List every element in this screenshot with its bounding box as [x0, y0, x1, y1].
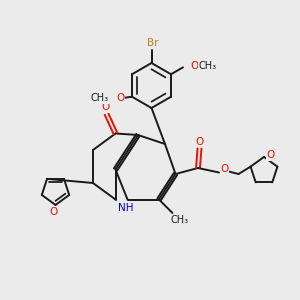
Text: O: O [190, 61, 199, 71]
Text: O: O [116, 93, 124, 103]
Text: NH: NH [118, 203, 134, 213]
Text: Br: Br [147, 38, 159, 48]
Text: O: O [101, 102, 109, 112]
Text: CH₃: CH₃ [171, 214, 189, 225]
Text: O: O [195, 137, 204, 147]
Text: O: O [220, 164, 229, 175]
Text: O: O [50, 207, 58, 218]
Text: CH₃: CH₃ [199, 61, 217, 71]
Text: CH₃: CH₃ [91, 93, 109, 103]
Text: O: O [266, 150, 275, 161]
